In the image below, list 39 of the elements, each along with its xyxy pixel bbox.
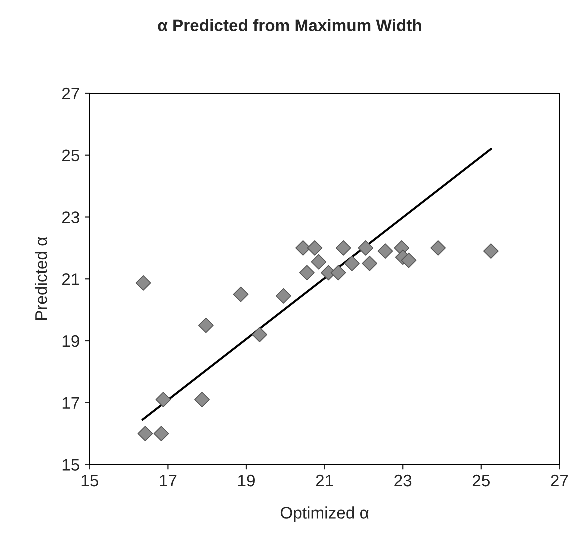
x-tick-label: 19 [238,474,255,487]
point [198,318,214,334]
point [233,286,249,302]
point [296,240,311,256]
y-axis-title: Predicted α [34,237,48,320]
point [276,288,292,304]
x-tick-label: 15 [82,475,98,487]
point [154,426,170,442]
point [307,240,323,256]
point [336,240,352,256]
point [194,392,210,408]
x-tick-label: 21 [316,474,334,487]
x-tick-label: 27 [551,474,568,487]
point [483,244,499,259]
point [401,252,417,268]
y-tick-label: 21 [62,274,80,286]
point [344,256,360,272]
y-tick-label: 15 [62,459,80,471]
point [430,240,446,256]
x-tick-label: 25 [472,474,490,487]
point [378,244,394,259]
chart-title: α Predicted from Maximum Width [158,19,422,32]
point [362,256,378,272]
point [358,240,374,256]
point [252,327,268,343]
x-tick-label: 17 [160,475,177,487]
point [136,275,152,291]
y-tick-label: 19 [62,335,80,348]
point [156,392,172,408]
y-tick-label: 17 [62,397,80,409]
y-tick-label: 23 [62,212,80,224]
y-tick-label: 25 [62,150,80,162]
point [311,254,327,270]
point [299,265,315,281]
x-axis-title: Optimized α [280,506,369,522]
point [138,426,154,442]
y-tick-label: 27 [62,88,80,100]
point [330,265,346,281]
x-tick-label: 23 [394,474,412,487]
